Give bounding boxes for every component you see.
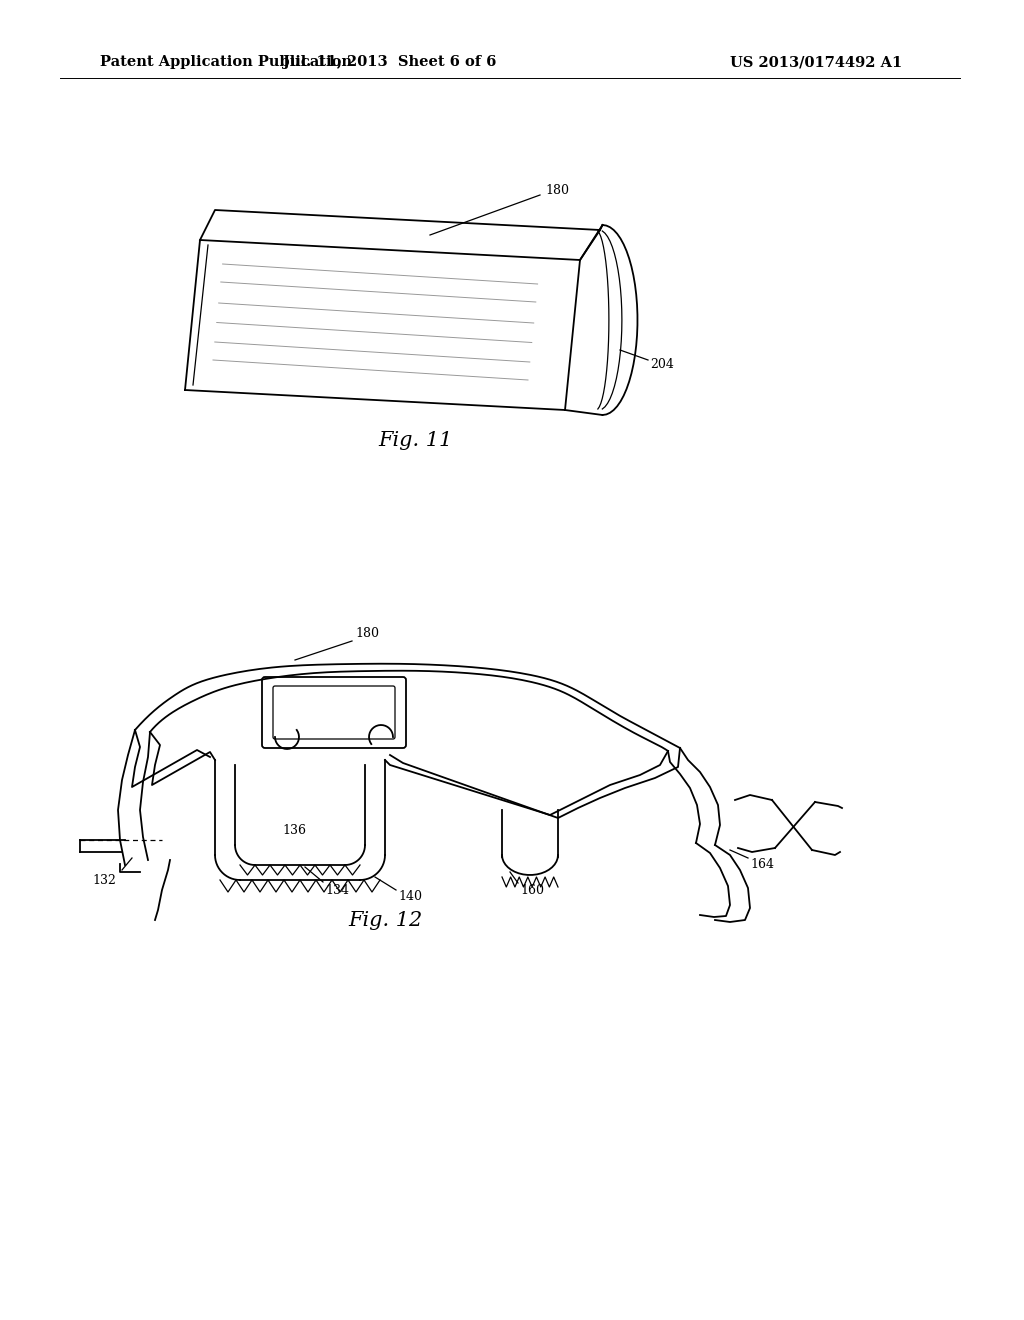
Text: Patent Application Publication: Patent Application Publication xyxy=(100,55,352,69)
Text: Jul. 11, 2013  Sheet 6 of 6: Jul. 11, 2013 Sheet 6 of 6 xyxy=(284,55,497,69)
Text: 136: 136 xyxy=(282,824,306,837)
Text: 180: 180 xyxy=(355,627,379,640)
Text: 160: 160 xyxy=(520,883,544,896)
Text: 132: 132 xyxy=(92,874,116,887)
Text: 134: 134 xyxy=(325,883,349,896)
Text: 180: 180 xyxy=(545,183,569,197)
Text: US 2013/0174492 A1: US 2013/0174492 A1 xyxy=(730,55,902,69)
Text: Fig. 12: Fig. 12 xyxy=(348,911,422,929)
Text: 140: 140 xyxy=(398,891,422,903)
Text: 164: 164 xyxy=(750,858,774,871)
Text: Fig. 11: Fig. 11 xyxy=(378,430,453,450)
Text: 204: 204 xyxy=(650,359,674,371)
